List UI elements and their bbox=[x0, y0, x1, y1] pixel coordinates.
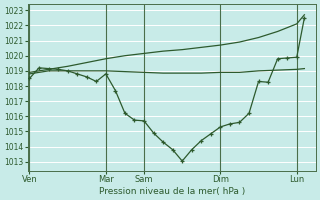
X-axis label: Pression niveau de la mer( hPa ): Pression niveau de la mer( hPa ) bbox=[99, 187, 245, 196]
